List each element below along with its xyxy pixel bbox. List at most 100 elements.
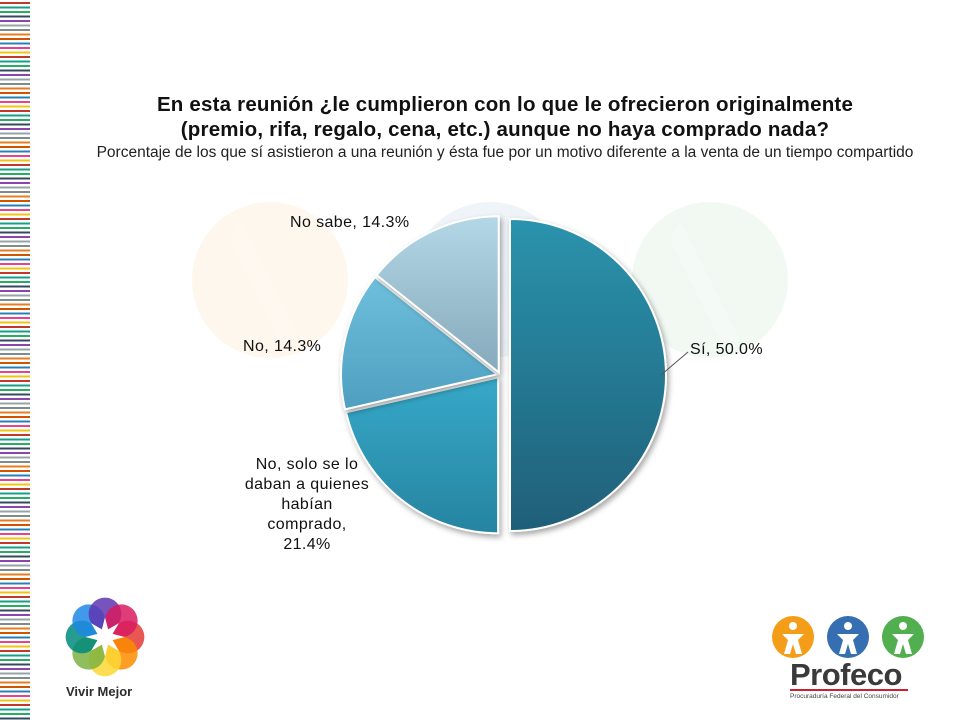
border-stripe [0, 636, 30, 639]
border-stripe [0, 582, 30, 585]
border-stripe [0, 600, 30, 603]
border-stripe [0, 159, 30, 162]
border-stripe [0, 258, 30, 261]
border-stripe [0, 429, 30, 432]
border-stripe [0, 717, 30, 720]
border-stripe [0, 254, 30, 256]
border-stripe [0, 546, 30, 549]
pie-slice-no-solo [344, 376, 500, 535]
border-stripe [0, 375, 30, 378]
border-stripe [0, 168, 30, 171]
border-stripe [0, 609, 30, 612]
border-stripe [0, 515, 30, 517]
border-stripe [0, 564, 30, 567]
border-stripe [0, 632, 30, 634]
border-stripe [0, 456, 30, 459]
border-stripe [0, 641, 30, 643]
decorative-stripe-border [0, 2, 30, 720]
vivir-mejor-logo [65, 597, 145, 677]
border-stripe [0, 627, 30, 630]
border-stripe [0, 6, 30, 9]
border-stripe [0, 591, 30, 594]
border-stripe [0, 474, 30, 477]
border-stripe [0, 677, 30, 679]
border-stripe [0, 659, 30, 661]
border-stripe [0, 137, 30, 139]
border-stripe [0, 443, 30, 445]
border-stripe [0, 371, 30, 373]
border-stripe [0, 299, 30, 301]
border-stripe [0, 231, 30, 234]
border-stripe [0, 447, 30, 450]
border-stripe [0, 573, 30, 576]
border-stripe [0, 191, 30, 193]
vivir-mejor-text: Vivir Mejor [66, 684, 133, 699]
border-stripe [0, 483, 30, 486]
border-stripe [0, 551, 30, 553]
border-stripe [0, 398, 30, 400]
border-stripe [0, 101, 30, 103]
pie-slice-no-sabe [375, 215, 500, 375]
border-stripe [0, 87, 30, 90]
border-stripe [0, 236, 30, 238]
border-stripe [0, 465, 30, 468]
chart-title-block: En esta reunión ¿le cumplieron con lo qu… [60, 92, 950, 162]
border-stripe [0, 569, 30, 571]
border-stripe [0, 272, 30, 274]
border-stripe [0, 695, 30, 697]
border-stripe [0, 488, 30, 490]
pie-slice-si [509, 217, 667, 533]
border-stripe [0, 285, 30, 288]
border-stripe [0, 186, 30, 189]
border-stripe [0, 623, 30, 625]
border-stripe [0, 182, 30, 184]
border-stripe [0, 713, 30, 715]
border-stripe [0, 42, 30, 45]
profeco-logo-icon [772, 616, 924, 658]
border-stripe [0, 654, 30, 657]
border-stripe [0, 560, 30, 562]
chart-title-line-2: (premio, rifa, regalo, cena, etc.) aunqu… [180, 118, 830, 141]
border-stripe [0, 479, 30, 481]
border-stripe [0, 204, 30, 207]
border-stripe [0, 65, 30, 67]
border-stripe [0, 690, 30, 693]
border-stripe [0, 105, 30, 108]
slice-label-si: Sí, 50.0% [690, 341, 763, 358]
border-stripe [0, 317, 30, 319]
border-stripe [0, 618, 30, 621]
border-stripe [0, 2, 30, 4]
border-stripe [0, 240, 30, 243]
border-stripe [0, 434, 30, 436]
border-stripe [0, 141, 30, 144]
border-stripe [0, 290, 30, 292]
border-stripe [0, 38, 30, 40]
border-stripe [0, 407, 30, 409]
chart-title-line-1: En esta reunión ¿le cumplieron con lo qu… [156, 93, 854, 116]
border-stripe [0, 60, 30, 63]
border-stripe [0, 123, 30, 126]
border-stripe [0, 339, 30, 342]
profeco-divider [790, 689, 908, 691]
slice-label-no-solo-line-4: comprado, [267, 516, 347, 533]
border-stripe [0, 200, 30, 202]
border-stripe [0, 357, 30, 360]
border-stripe [0, 650, 30, 652]
profeco-subtitle: Procuraduría Federal del Consumidor [790, 693, 899, 700]
border-stripe [0, 213, 30, 216]
border-stripe [0, 218, 30, 220]
border-stripe [0, 51, 30, 54]
border-stripe [0, 83, 30, 85]
border-stripe [0, 438, 30, 441]
slice-label-no-solo-line-1: No, solo se lo [255, 456, 359, 473]
border-stripe [0, 164, 30, 166]
border-stripe [0, 330, 30, 333]
border-stripe [0, 528, 30, 531]
border-stripe [0, 308, 30, 310]
border-stripe [0, 393, 30, 396]
border-stripe [0, 249, 30, 252]
slice-label-no: No, 14.3% [243, 338, 322, 355]
border-stripe [0, 537, 30, 540]
border-stripe [0, 348, 30, 351]
